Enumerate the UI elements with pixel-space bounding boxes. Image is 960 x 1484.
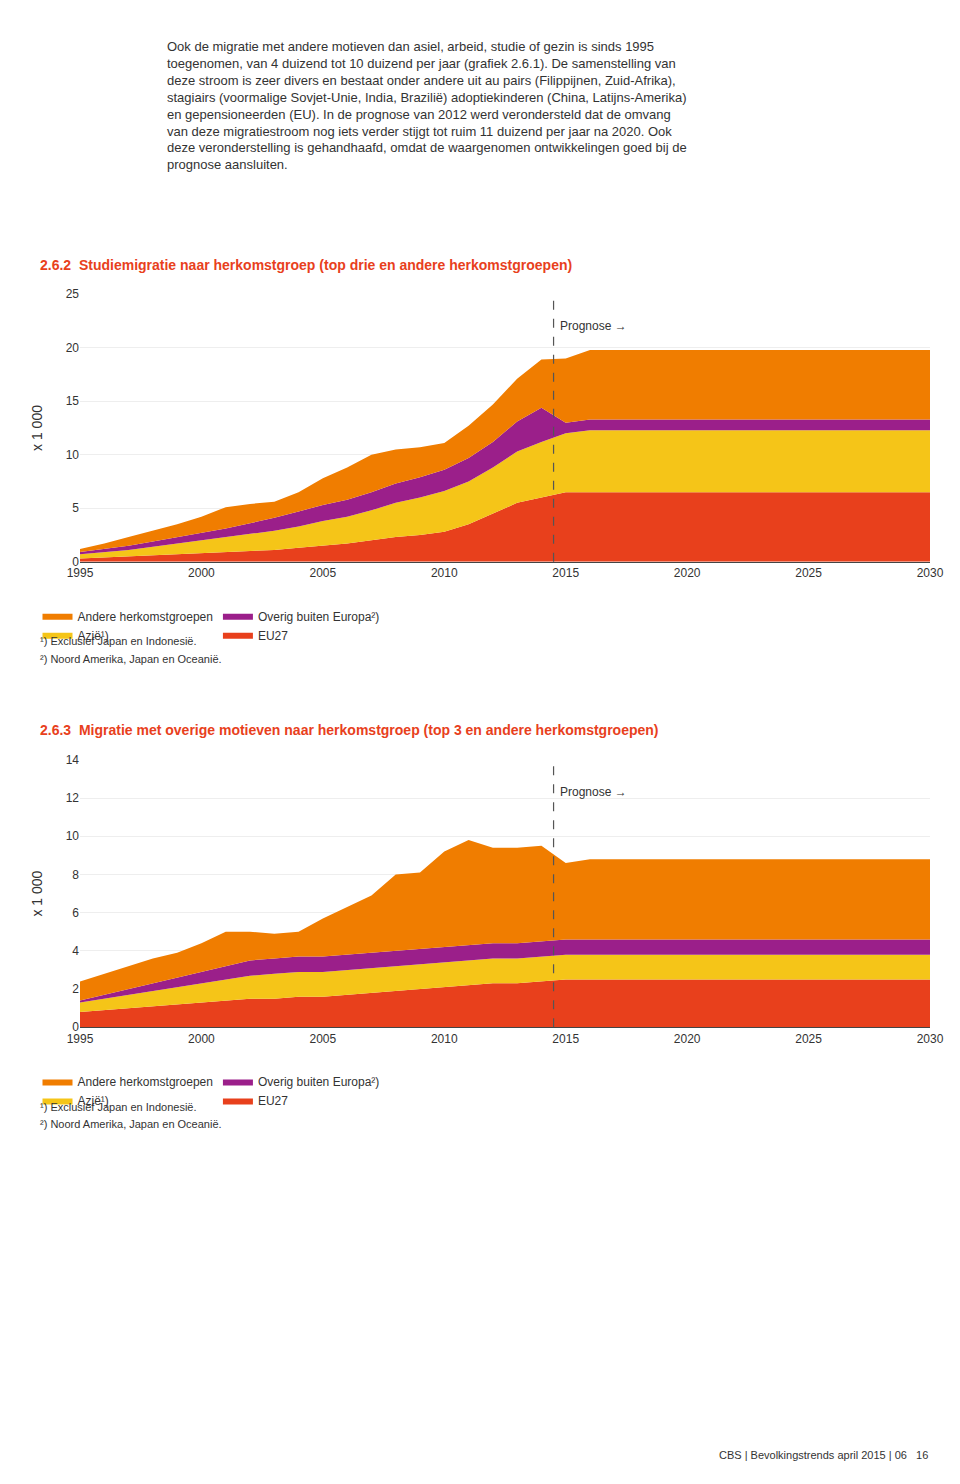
svg-text:2005: 2005 — [310, 1032, 337, 1046]
svg-text:2030: 2030 — [917, 1032, 944, 1046]
svg-text:2: 2 — [72, 982, 79, 996]
svg-text:¹) Exclusief Japan en Indonesi: ¹) Exclusief Japan en Indonesië. — [40, 635, 197, 647]
svg-text:0: 0 — [72, 555, 79, 569]
svg-text:2000: 2000 — [188, 566, 215, 580]
svg-text:6: 6 — [72, 906, 79, 920]
svg-text:5: 5 — [72, 501, 79, 515]
svg-text:20: 20 — [66, 341, 80, 355]
svg-text:²) Noord Amerika, Japan en Oce: ²) Noord Amerika, Japan en Oceanië. — [40, 1118, 222, 1130]
svg-text:2010: 2010 — [431, 566, 458, 580]
svg-text:4: 4 — [72, 944, 79, 958]
svg-text:14: 14 — [66, 753, 80, 767]
svg-text:2020: 2020 — [674, 566, 701, 580]
svg-text:2000: 2000 — [188, 1032, 215, 1046]
svg-text:Ook de migratie met andere mot: Ook de migratie met andere motieven dan … — [167, 39, 687, 172]
svg-text:CBS | Bevolkingstrends april 2: CBS | Bevolkingstrends april 2015 | 06 1… — [719, 1449, 928, 1461]
svg-text:0: 0 — [72, 1020, 79, 1034]
svg-text:¹) Exclusief Japan en Indonesi: ¹) Exclusief Japan en Indonesië. — [40, 1101, 197, 1113]
svg-text:1995: 1995 — [67, 566, 94, 580]
svg-text:EU27: EU27 — [258, 1094, 288, 1108]
svg-text:2.6.2 Studiemigratie naar her: 2.6.2 Studiemigratie naar herkomstgroep … — [40, 257, 572, 273]
svg-text:2.6.3 Migratie met overige mo: 2.6.3 Migratie met overige motieven naar… — [40, 722, 659, 738]
svg-text:15: 15 — [66, 394, 80, 408]
svg-text:2025: 2025 — [795, 1032, 822, 1046]
svg-text:x 1 000: x 1 000 — [29, 870, 45, 916]
svg-text:2020: 2020 — [674, 1032, 701, 1046]
svg-text:Overig buiten Europa²): Overig buiten Europa²) — [258, 1075, 379, 1089]
svg-text:2015: 2015 — [552, 566, 579, 580]
svg-text:Andere herkomstgroepen: Andere herkomstgroepen — [78, 1075, 213, 1089]
svg-text:EU27: EU27 — [258, 629, 288, 643]
svg-text:x 1 000: x 1 000 — [29, 405, 45, 451]
svg-text:10: 10 — [66, 829, 80, 843]
svg-text:Azië¹): Azië¹) — [78, 1094, 109, 1108]
svg-text:Overig buiten Europa²): Overig buiten Europa²) — [258, 610, 379, 624]
svg-text:Prognose →: Prognose → — [560, 785, 627, 799]
svg-text:2015: 2015 — [552, 1032, 579, 1046]
svg-text:Andere herkomstgroepen: Andere herkomstgroepen — [78, 610, 213, 624]
svg-text:2030: 2030 — [917, 566, 944, 580]
svg-text:Prognose →: Prognose → — [560, 319, 627, 333]
svg-text:Azië¹): Azië¹) — [78, 629, 109, 643]
svg-text:10: 10 — [66, 448, 80, 462]
svg-text:1995: 1995 — [67, 1032, 94, 1046]
svg-text:²) Noord Amerika, Japan en Oce: ²) Noord Amerika, Japan en Oceanië. — [40, 653, 222, 665]
svg-text:2025: 2025 — [795, 566, 822, 580]
svg-text:12: 12 — [66, 791, 80, 805]
svg-text:8: 8 — [72, 868, 79, 882]
svg-text:2010: 2010 — [431, 1032, 458, 1046]
svg-text:2005: 2005 — [310, 566, 337, 580]
svg-text:25: 25 — [66, 287, 80, 301]
